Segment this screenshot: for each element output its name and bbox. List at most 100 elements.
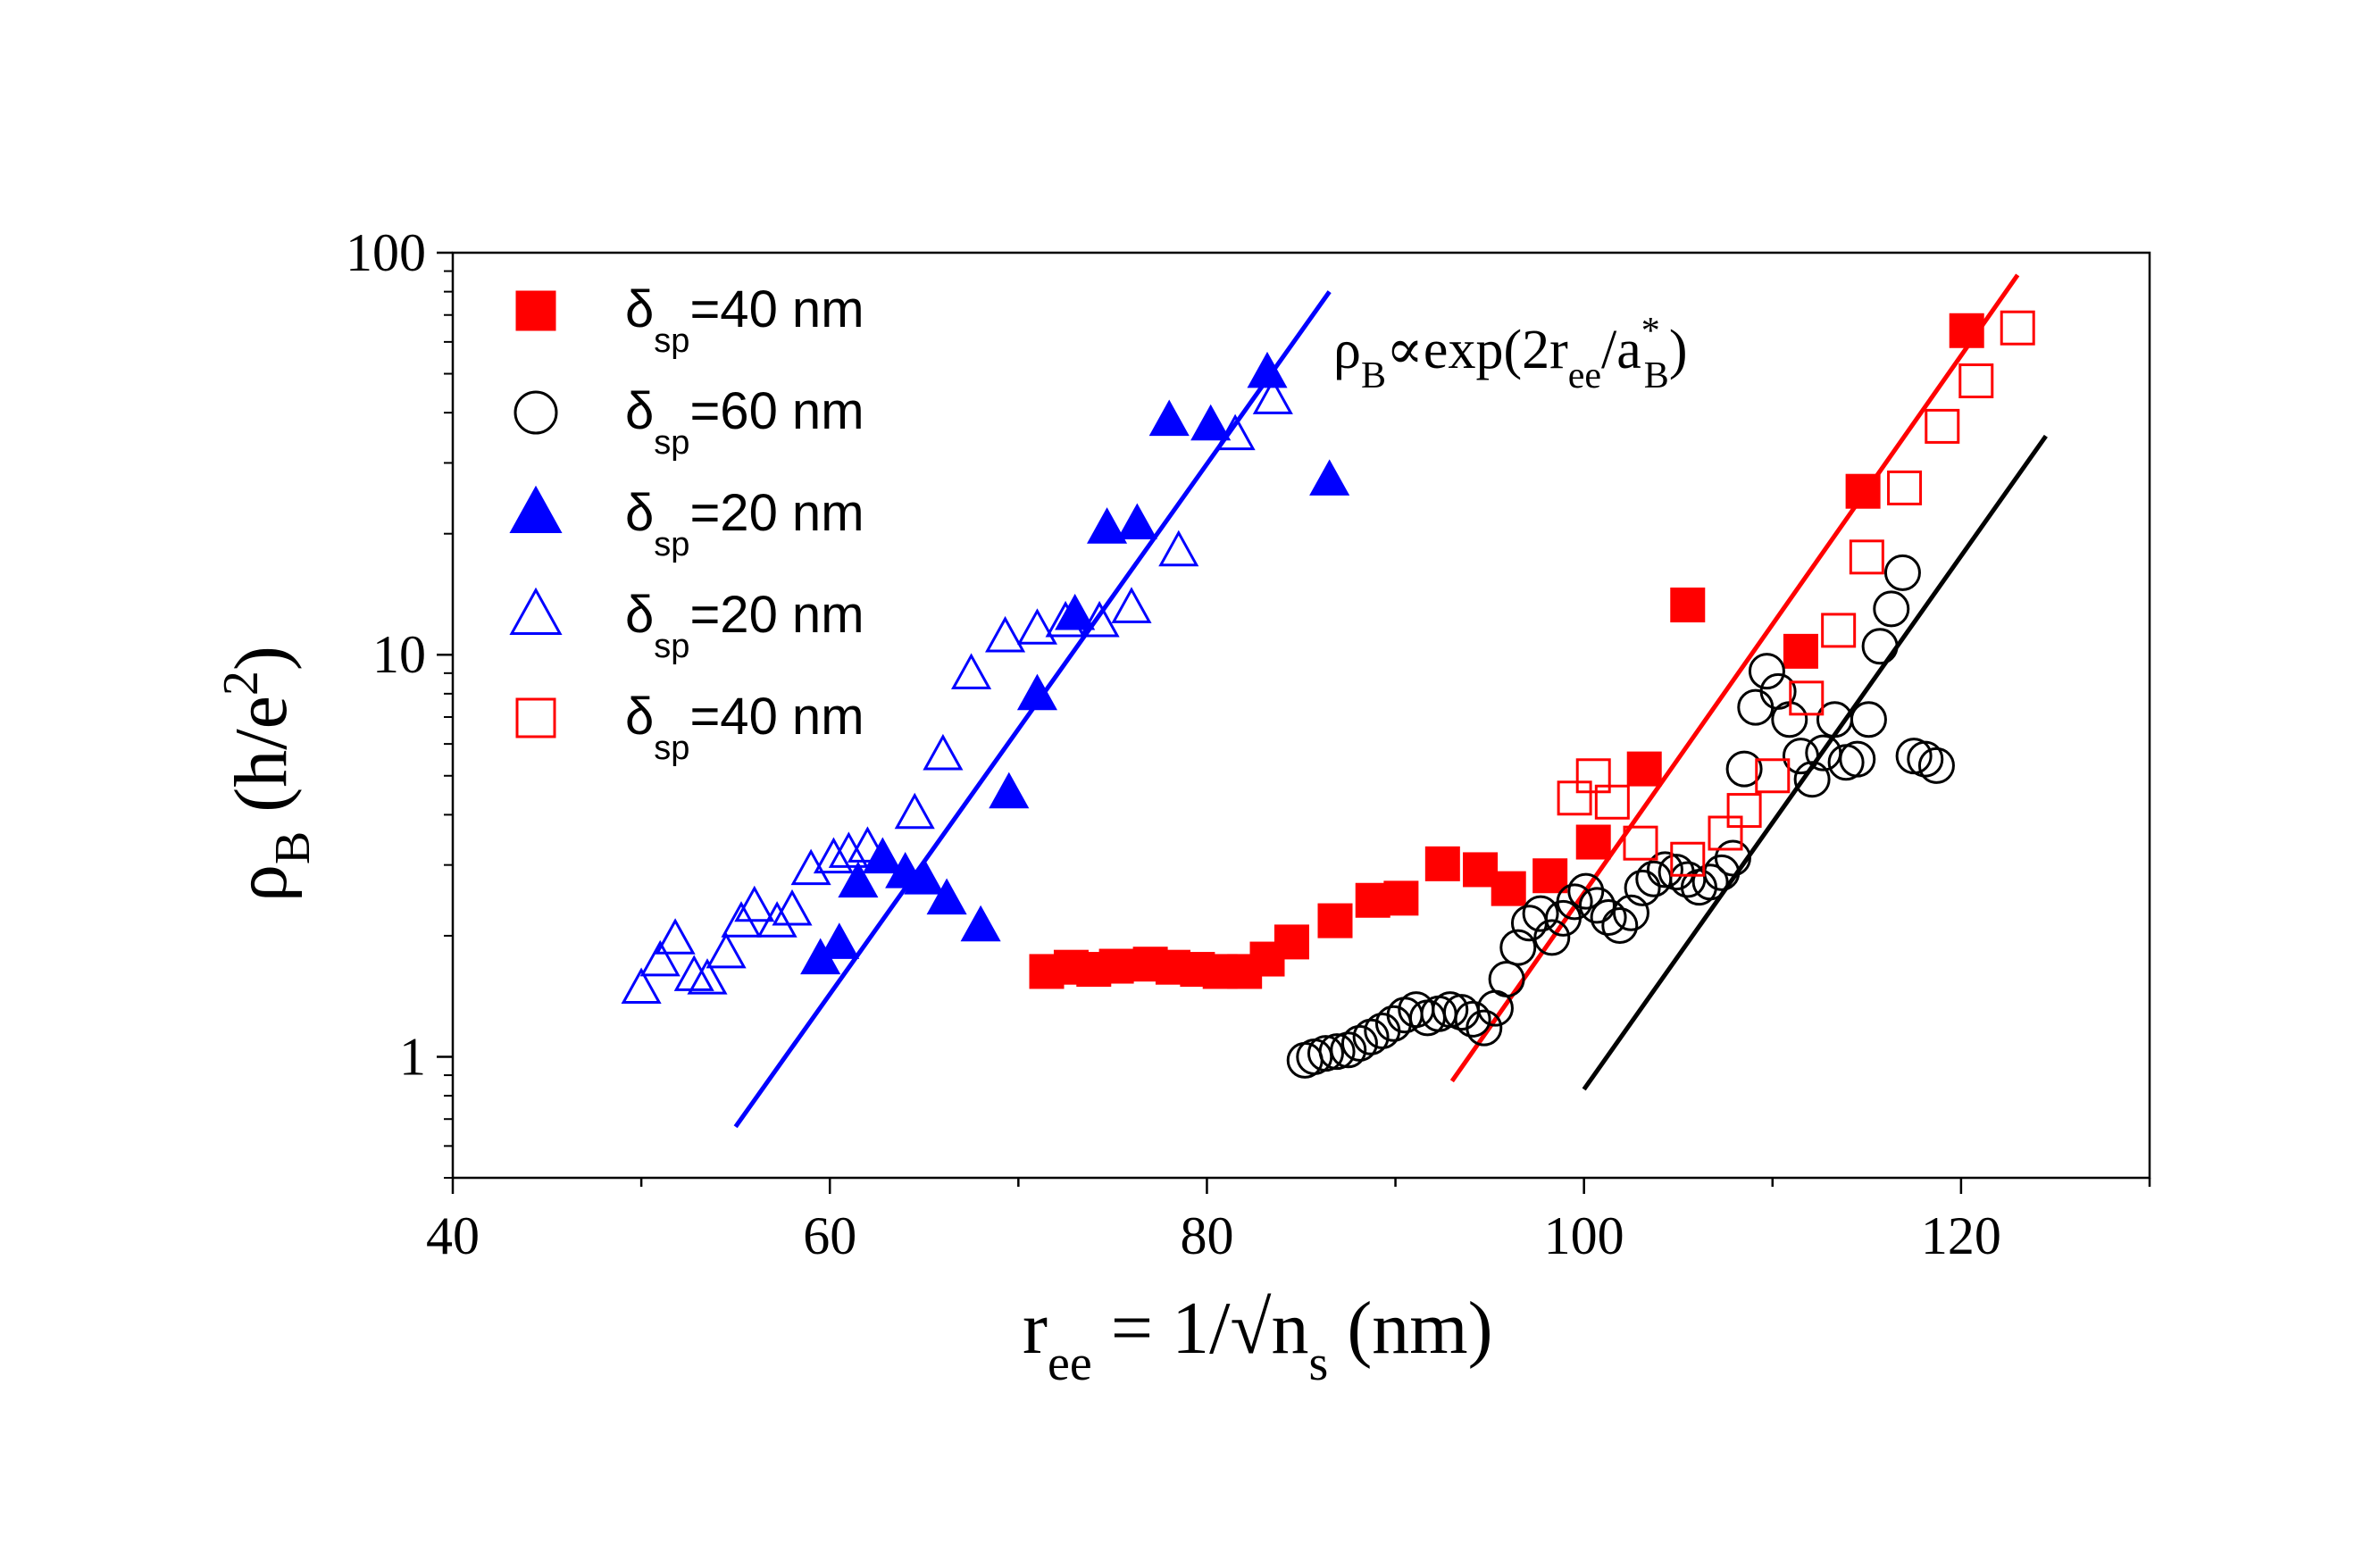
data-point	[673, 955, 714, 991]
series-1	[1029, 313, 1984, 989]
data-point	[951, 653, 992, 689]
data-point	[1907, 740, 1944, 778]
data-point	[655, 918, 696, 955]
data-point	[734, 885, 775, 922]
data-point	[1215, 413, 1256, 451]
data-point	[1726, 793, 1762, 829]
data-point	[1330, 1031, 1367, 1069]
data-point	[1789, 680, 1825, 716]
data-point	[1839, 740, 1876, 778]
data-point	[1861, 628, 1899, 665]
series-3	[800, 351, 1350, 975]
data-point	[1098, 948, 1134, 984]
data-point	[926, 878, 967, 915]
data-point	[1466, 1009, 1503, 1047]
data-point	[756, 901, 798, 938]
data-point	[923, 733, 964, 771]
data-point	[1522, 895, 1559, 932]
data-point	[1340, 1024, 1378, 1062]
data-point	[1626, 751, 1662, 787]
legend-label: δsp=40 nm	[625, 688, 864, 767]
legend-marker	[509, 587, 563, 635]
data-point	[1821, 613, 1857, 648]
data-point	[1590, 899, 1627, 937]
legend-marker	[515, 290, 556, 331]
annotation: ρB∝exp(2ree/a* B)	[1333, 311, 1687, 396]
series-2	[1286, 554, 1955, 1079]
data-point	[838, 861, 879, 898]
data-point	[1887, 470, 1923, 505]
data-point	[894, 792, 935, 830]
data-point	[1925, 408, 1960, 444]
data-point	[1725, 750, 1763, 788]
fit-line-2	[1449, 273, 2020, 1083]
data-point	[1873, 590, 1910, 628]
data-point	[819, 922, 860, 959]
data-point	[1646, 851, 1683, 888]
data-point	[813, 837, 854, 874]
data-point	[1958, 363, 1994, 399]
data-point	[1850, 701, 1887, 738]
data-point	[1601, 907, 1639, 945]
data-point	[1158, 530, 1199, 567]
data-point	[1670, 841, 1706, 877]
data-point	[1708, 815, 1743, 851]
series-5	[1557, 310, 2035, 877]
data-point	[2000, 310, 2035, 346]
data-point	[1318, 1033, 1356, 1071]
data-markers	[621, 310, 2035, 1079]
legend-marker	[509, 485, 563, 533]
data-point	[1307, 1035, 1344, 1072]
data-point	[1845, 473, 1881, 509]
data-point	[1079, 600, 1120, 638]
series-4	[621, 378, 1293, 1005]
data-point	[1055, 593, 1096, 630]
data-point	[1148, 399, 1190, 437]
data-point	[1575, 824, 1611, 860]
data-point	[621, 967, 662, 1005]
data-point	[1612, 894, 1649, 931]
x-tick-label: 60	[803, 1206, 856, 1265]
data-point	[1317, 903, 1353, 939]
y-tick-label: 1	[399, 1027, 426, 1086]
data-point	[1849, 539, 1884, 575]
y-tick-label: 10	[372, 625, 426, 684]
data-point	[1383, 880, 1419, 916]
data-point	[1714, 839, 1751, 877]
legend-label: δsp=20 nm	[625, 484, 864, 563]
data-point	[1274, 924, 1309, 960]
legend-label: δsp=40 nm	[625, 280, 864, 360]
data-point	[1670, 587, 1706, 622]
data-point	[1499, 929, 1537, 966]
data-point	[1016, 608, 1057, 645]
data-point	[1556, 883, 1593, 921]
data-point	[1424, 846, 1460, 881]
x-tick-label: 80	[1180, 1206, 1233, 1265]
data-point	[1355, 882, 1390, 918]
data-point	[1087, 507, 1128, 544]
data-point	[1190, 404, 1232, 441]
data-point	[1782, 738, 1819, 775]
data-point	[828, 831, 869, 868]
data-point	[772, 888, 813, 926]
data-point	[1594, 784, 1630, 820]
legend-marker	[514, 390, 558, 435]
x-tick-label: 120	[1921, 1206, 2001, 1265]
legend-marker	[515, 697, 556, 738]
legend-label: δsp=60 nm	[625, 382, 864, 462]
data-point	[1045, 600, 1086, 638]
data-point	[1111, 587, 1152, 623]
legend: δsp=40 nm δsp=60 nm δsp=20 nm δsp=20 nm δsp=…	[509, 280, 864, 767]
plot-frame	[451, 251, 2151, 1180]
data-point	[1491, 871, 1526, 906]
legend-label: δsp=20 nm	[625, 586, 864, 665]
data-point	[1691, 863, 1729, 901]
data-point	[1755, 758, 1791, 794]
data-point	[1247, 351, 1288, 388]
data-point	[1116, 503, 1157, 540]
data-point	[1532, 858, 1568, 894]
data-point	[1488, 961, 1525, 998]
data-point	[790, 848, 831, 886]
